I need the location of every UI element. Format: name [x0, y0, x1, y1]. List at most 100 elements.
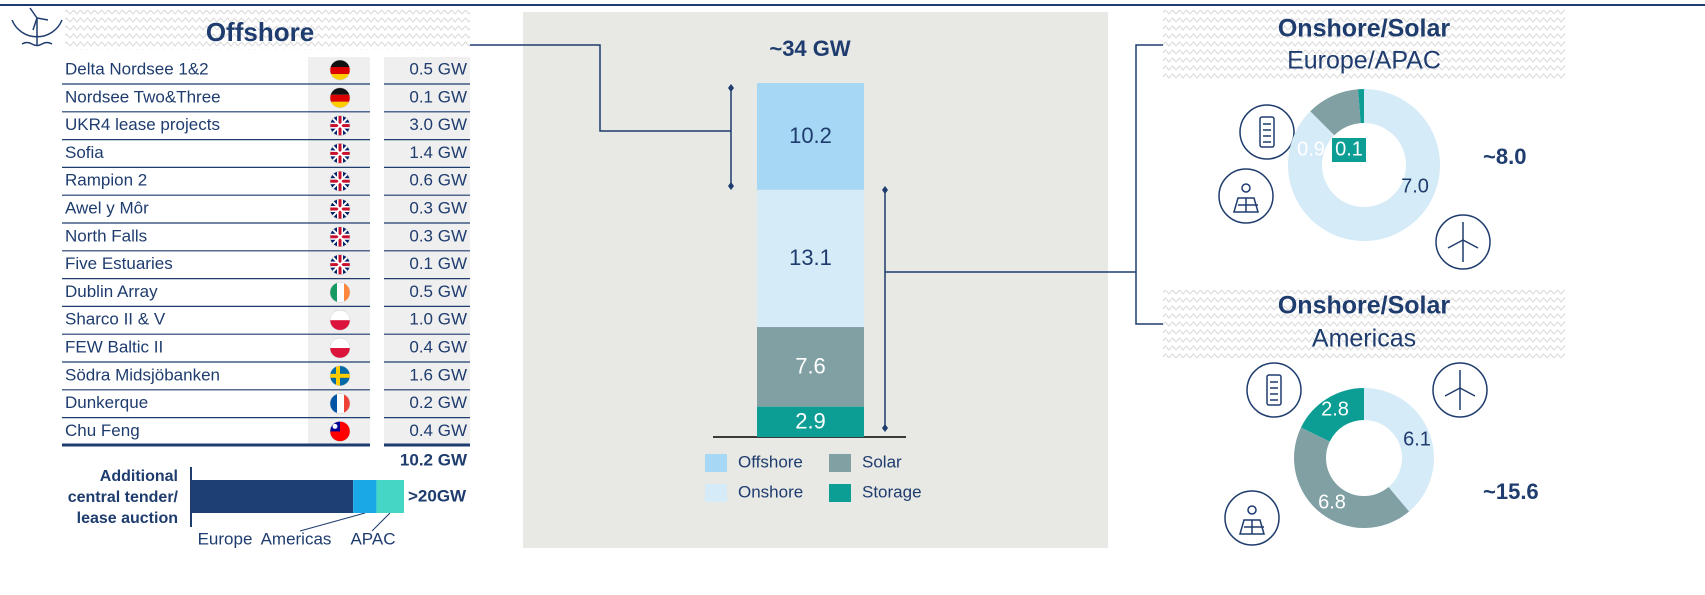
flag-ring	[329, 309, 351, 331]
flag	[329, 365, 351, 387]
project-name: Chu Feng	[65, 421, 140, 440]
project-name: UKR4 lease projects	[65, 115, 220, 134]
header-pattern	[65, 10, 470, 50]
flag	[329, 254, 351, 275]
donut-total: ~8.0	[1483, 144, 1526, 169]
project-capacity: 1.0 GW	[409, 310, 467, 329]
tender-label: lease auction	[77, 510, 178, 527]
donut-slice	[1300, 388, 1364, 442]
donut-slice	[1364, 388, 1434, 512]
slice-value: 0.1	[1335, 138, 1363, 160]
flag	[329, 115, 351, 136]
flag	[329, 198, 351, 220]
label-box	[1332, 138, 1366, 162]
flag-part	[330, 143, 350, 164]
flag-part	[330, 74, 350, 80]
bar-segment	[757, 189, 864, 328]
slice-value: 0.9	[1297, 138, 1325, 160]
segment-label: Europe	[198, 529, 253, 548]
legend-swatch	[829, 454, 851, 472]
flag-body	[330, 171, 350, 192]
flag-body	[330, 143, 350, 164]
donut-slice	[1310, 89, 1361, 136]
connectors	[470, 44, 1163, 429]
flag-body	[330, 254, 350, 275]
project-capacity: 3.0 GW	[409, 115, 467, 134]
offshore-total: 10.2 GW	[400, 450, 468, 469]
flag-ring	[329, 393, 351, 414]
slice-value: 2.8	[1321, 398, 1349, 420]
header-pattern	[1163, 10, 1565, 80]
slice-value: 6.1	[1403, 428, 1431, 450]
project-capacity: 0.3 GW	[409, 198, 467, 217]
flag-body	[330, 365, 350, 386]
flag-part	[330, 310, 350, 321]
flag	[329, 309, 351, 331]
donut-slice	[1358, 88, 1364, 124]
tender-total: >20GW	[408, 486, 467, 505]
project-capacity: 1.4 GW	[409, 143, 467, 162]
project-capacity: 0.1 GW	[409, 254, 467, 273]
flag-part	[332, 423, 338, 429]
segment-label: Americas	[261, 529, 332, 548]
flag-body	[330, 393, 350, 414]
segment-value: 7.6	[795, 354, 826, 379]
legend-label: Storage	[862, 482, 922, 501]
flag-part	[330, 199, 350, 219]
tender-label: Additional	[100, 468, 178, 485]
project-name: Sofia	[65, 143, 104, 162]
flag-part	[330, 348, 350, 358]
flag-part	[330, 67, 350, 74]
project-name: Delta Nordsee 1&2	[65, 59, 209, 78]
project-capacity: 0.4 GW	[409, 337, 467, 356]
bar-segment	[757, 327, 864, 407]
flag-part	[330, 60, 350, 67]
project-capacity: 0.3 GW	[409, 226, 467, 245]
donut-title: Onshore/Solar	[1278, 15, 1451, 43]
bar-segment	[757, 406, 864, 437]
project-name: North Falls	[65, 226, 147, 245]
header-pattern	[1163, 290, 1565, 358]
project-capacity: 0.4 GW	[409, 421, 467, 440]
project-capacity: 0.1 GW	[409, 87, 467, 106]
flag-ring	[329, 365, 351, 387]
flag	[329, 421, 351, 442]
flag-ring	[329, 87, 351, 109]
flag-part	[330, 94, 350, 102]
bar-segment	[757, 83, 864, 190]
legend-swatch	[705, 454, 727, 472]
flag-part	[330, 115, 350, 136]
flag	[329, 393, 351, 414]
flag-ring	[329, 59, 351, 81]
segment-value: 13.1	[789, 245, 832, 270]
flag-part	[330, 320, 350, 331]
flag-part	[330, 101, 350, 108]
flag-body	[330, 199, 350, 219]
flag-ring	[329, 226, 351, 248]
flag-part	[330, 338, 350, 348]
flag-ring	[329, 115, 351, 136]
flag-ring	[329, 421, 351, 442]
flag-body	[330, 60, 350, 80]
flag-ring	[329, 170, 351, 192]
project-name: Dublin Array	[65, 282, 158, 301]
offshore-icon	[11, 7, 63, 47]
project-capacity: 0.6 GW	[409, 171, 467, 190]
project-name: FEW Baltic II	[65, 337, 163, 356]
leader	[299, 512, 366, 532]
flag-part	[330, 254, 350, 275]
flag	[329, 282, 351, 303]
tender-segment	[353, 480, 377, 513]
project-capacity: 0.5 GW	[409, 59, 467, 78]
flag-part	[336, 365, 340, 386]
segment-value: 10.2	[789, 123, 832, 148]
flag	[329, 143, 351, 164]
project-name: Five Estuaries	[65, 254, 173, 273]
legend-label: Onshore	[738, 482, 803, 501]
flag-body	[330, 310, 350, 331]
segment-value: 2.9	[795, 409, 826, 434]
flag-part	[337, 393, 344, 414]
project-name: Sharco II & V	[65, 310, 166, 329]
legend-swatch	[705, 484, 727, 502]
